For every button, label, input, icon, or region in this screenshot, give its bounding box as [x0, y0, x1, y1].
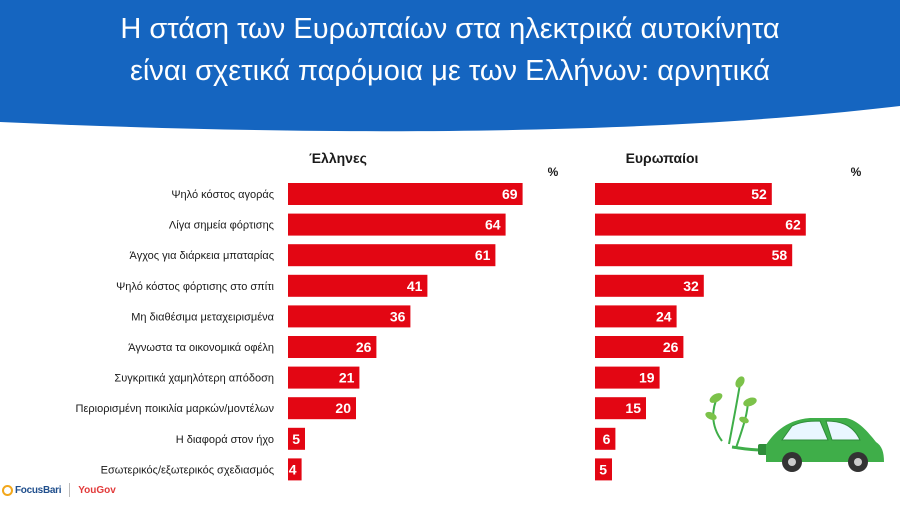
- category-label: Άγνωστα τα οικονομικά οφέλη: [128, 342, 274, 354]
- bar: [595, 336, 684, 358]
- bar: [595, 213, 806, 236]
- data-label: 6: [603, 431, 611, 447]
- unit-label-europeans: %: [851, 165, 862, 179]
- data-label: 36: [390, 308, 406, 324]
- data-label: 4: [289, 461, 297, 477]
- bar: [288, 305, 411, 328]
- electric-car-with-plug-icon: [705, 376, 884, 472]
- bar: [288, 213, 506, 236]
- yougov-logo: YouGov: [78, 484, 116, 496]
- bar: [288, 336, 377, 358]
- category-label: Η διαφορά στον ήχο: [176, 434, 274, 446]
- footer-logos: FocusBari YouGov: [2, 480, 116, 500]
- bar: [595, 183, 772, 205]
- focusbari-logo: FocusBari: [15, 484, 62, 496]
- bar: [288, 397, 356, 420]
- bar: [595, 397, 646, 420]
- bar: [595, 427, 616, 450]
- bar: [288, 366, 360, 389]
- bars-europeans: 52 62 58 32 24 26 19 15 6 5: [595, 183, 806, 481]
- data-label: 61: [475, 247, 491, 263]
- bar: [288, 458, 302, 481]
- category-label: Συγκριτικά χαμηλότερη απόδοση: [114, 373, 274, 385]
- data-label: 69: [502, 186, 518, 202]
- series-header-greeks: Έλληνες: [309, 150, 367, 166]
- data-label: 15: [625, 400, 641, 416]
- data-label: 58: [772, 247, 788, 263]
- logo-divider: [69, 483, 71, 497]
- bar: [595, 305, 677, 328]
- bar: [288, 427, 305, 450]
- bar: [595, 458, 612, 481]
- chart-title-line-1: Η στάση των Ευρωπαίων στα ηλεκτρικά αυτο…: [120, 13, 779, 45]
- category-label: Μη διαθέσιμα μεταχειρισμένα: [131, 311, 274, 323]
- data-label: 5: [599, 461, 607, 477]
- data-label: 24: [656, 308, 672, 324]
- category-labels: Ψηλό κόστος αγοράς Λίγα σημεία φόρτισης Άγ…: [76, 189, 275, 476]
- unit-label-greeks: %: [548, 165, 559, 179]
- chart-title-line-2: είναι σχετικά παρόμοια με των Ελλήνων: α…: [130, 55, 770, 87]
- bar: [595, 244, 793, 267]
- data-label: 5: [292, 431, 300, 447]
- category-label: Λίγα σημεία φόρτισης: [169, 220, 274, 232]
- data-label: 26: [356, 339, 372, 355]
- data-label: 20: [335, 400, 351, 416]
- data-label: 19: [639, 370, 655, 386]
- data-label: 64: [485, 217, 501, 233]
- bar: [288, 183, 523, 205]
- data-label: 32: [683, 278, 699, 294]
- bar: [595, 274, 704, 297]
- bar: [288, 274, 428, 297]
- category-label: Εσωτερικός/εξωτερικός σχεδιασμός: [101, 464, 274, 476]
- data-label: 62: [785, 217, 801, 233]
- category-label: Περιορισμένη ποικιλία μαρκών/μοντέλων: [76, 403, 275, 415]
- bar: [288, 244, 496, 267]
- bar: [595, 366, 660, 389]
- category-label: Ψηλό κόστος αγοράς: [171, 189, 274, 201]
- data-label: 52: [751, 186, 767, 202]
- category-label: Ψηλό κόστος φόρτισης στο σπίτι: [116, 281, 274, 293]
- focusbari-logo-icon: [2, 484, 13, 496]
- title-banner: [0, 0, 900, 132]
- series-header-europeans: Ευρωπαίοι: [626, 150, 699, 166]
- category-label: Άγχος για διάρκεια μπαταρίας: [130, 250, 274, 262]
- data-label: 21: [339, 370, 355, 386]
- data-label: 41: [407, 278, 423, 294]
- data-label: 26: [663, 339, 679, 355]
